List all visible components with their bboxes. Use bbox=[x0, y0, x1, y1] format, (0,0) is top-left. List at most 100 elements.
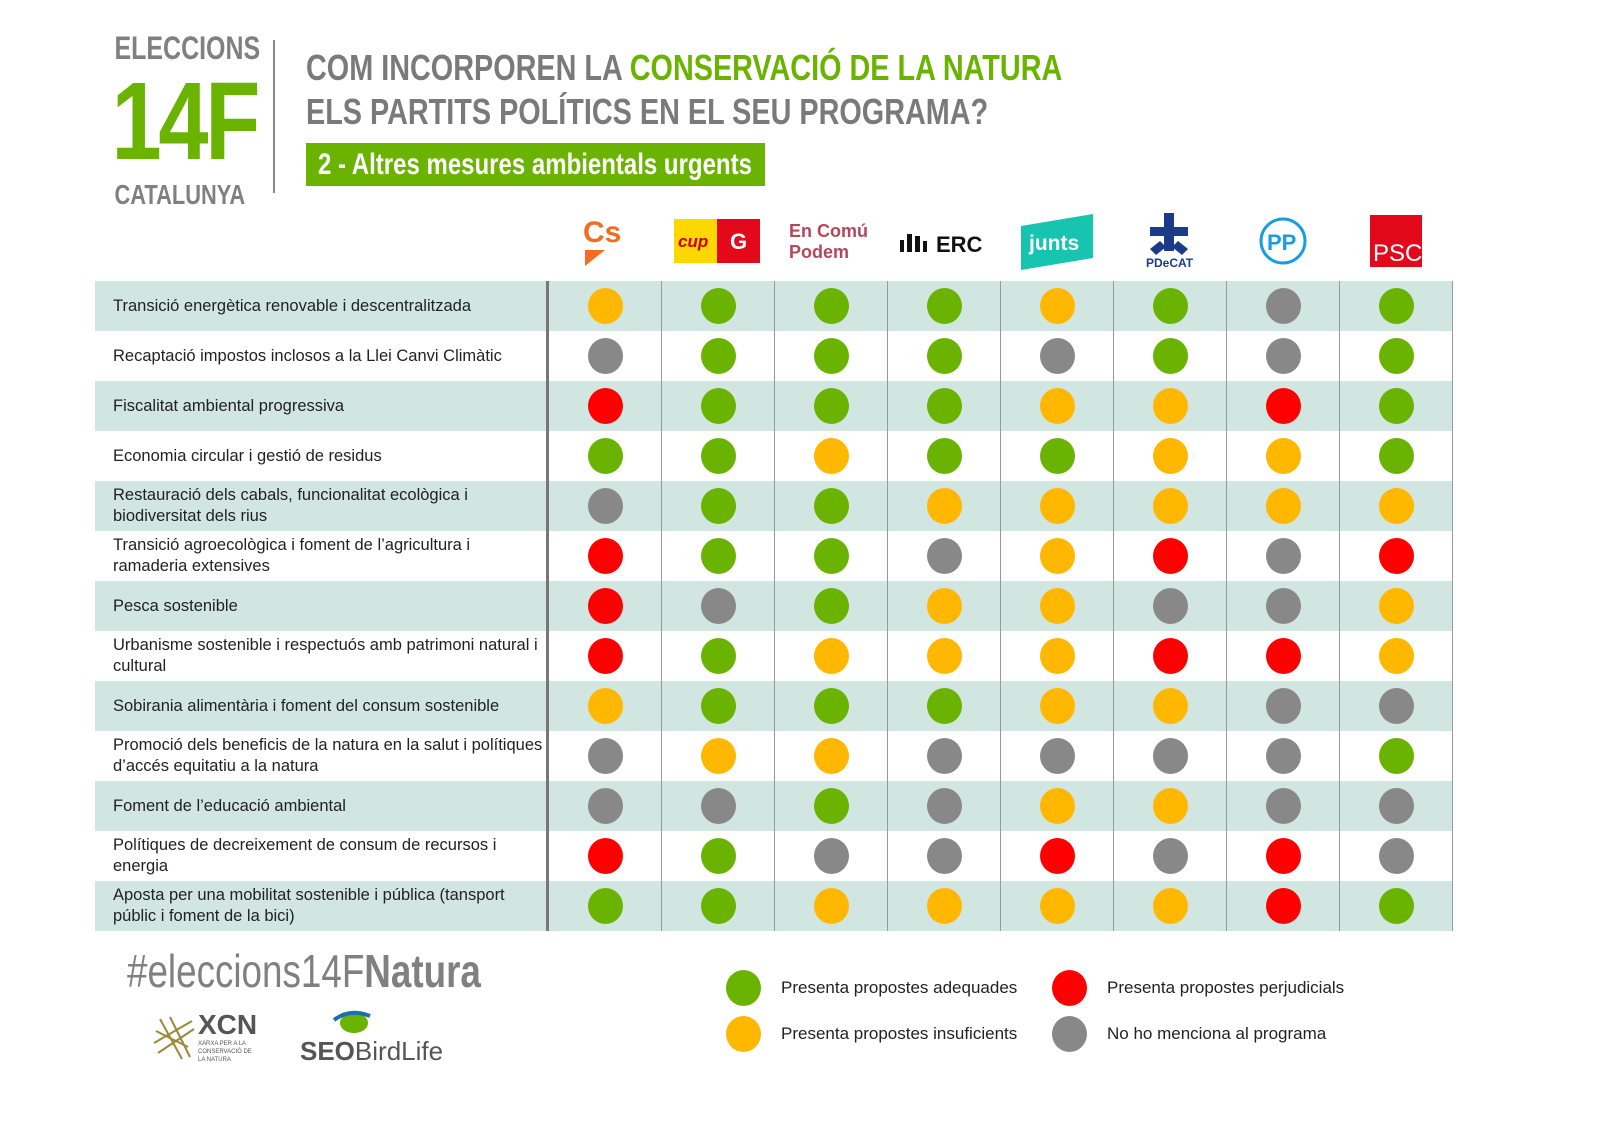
table-row: Aposta per una mobilitat sostenible i pú… bbox=[95, 881, 1453, 931]
cell-junts bbox=[1001, 681, 1114, 731]
cell-cs bbox=[549, 631, 662, 681]
cell-cs bbox=[549, 531, 662, 581]
legend-dot bbox=[726, 1016, 761, 1052]
cell-cup bbox=[662, 731, 775, 781]
status-dot-insufficient bbox=[1039, 638, 1075, 674]
status-dot-none bbox=[1378, 788, 1414, 824]
row-label: Economia circular i gestió de residus bbox=[113, 446, 382, 465]
status-dot-adequate bbox=[1152, 288, 1188, 324]
logo-pp: PP bbox=[1227, 205, 1340, 277]
cell-cup bbox=[662, 681, 775, 731]
status-dot-adequate bbox=[926, 288, 962, 324]
cell-cup bbox=[662, 581, 775, 631]
cell-en-comú-podem bbox=[775, 731, 888, 781]
status-dot-insufficient bbox=[1039, 488, 1075, 524]
row-label: Polítiques de decreixement de consum de … bbox=[113, 836, 497, 875]
status-dot-insufficient bbox=[926, 888, 962, 924]
cell-pdecat bbox=[1114, 431, 1227, 481]
hashtag-prefix: #eleccions14F bbox=[127, 945, 365, 997]
cell-erc bbox=[888, 381, 1001, 431]
status-dot-none bbox=[1265, 588, 1301, 624]
legend-item-none: No ho menciona al programa bbox=[1052, 1016, 1372, 1052]
legend-dot bbox=[726, 970, 761, 1006]
cell-pp bbox=[1227, 331, 1340, 381]
logo-cs: Cs bbox=[547, 205, 660, 277]
cell-pp bbox=[1227, 431, 1340, 481]
cell-cs bbox=[549, 281, 662, 331]
legend-item-adequate: Presenta propostes adequades bbox=[726, 970, 1052, 1006]
status-dot-insufficient bbox=[1039, 588, 1075, 624]
status-dot-adequate bbox=[1378, 388, 1414, 424]
cell-pp bbox=[1227, 631, 1340, 681]
status-dot-adequate bbox=[700, 638, 736, 674]
cell-en-comú-podem bbox=[775, 481, 888, 531]
status-dot-insufficient bbox=[813, 638, 849, 674]
title-line2: ELS PARTITS POLÍTICS EN EL SEU PROGRAMA? bbox=[306, 91, 989, 132]
logo-seo-birdlife: SEOBirdLife bbox=[300, 1008, 443, 1066]
cell-psc bbox=[1340, 631, 1453, 681]
cell-pp bbox=[1227, 731, 1340, 781]
status-dot-insufficient bbox=[1265, 488, 1301, 524]
row-label: Promoció dels beneficis de la natura en … bbox=[113, 736, 543, 775]
logo-cup: cup G bbox=[660, 205, 773, 277]
table-row: Recaptació impostos inclosos a la Llei C… bbox=[95, 331, 1453, 381]
cell-en-comú-podem bbox=[775, 831, 888, 881]
status-dot-none bbox=[587, 488, 623, 524]
row-label: Restauració dels cabals, funcionalitat e… bbox=[113, 486, 468, 525]
subtitle: 2 - Altres mesures ambientals urgents bbox=[318, 148, 752, 181]
cell-pp bbox=[1227, 831, 1340, 881]
seo-text: SEO bbox=[300, 1036, 355, 1066]
cell-pdecat bbox=[1114, 781, 1227, 831]
cell-erc bbox=[888, 481, 1001, 531]
status-dot-adequate bbox=[1378, 438, 1414, 474]
cell-psc bbox=[1340, 731, 1453, 781]
status-dot-insufficient bbox=[1039, 688, 1075, 724]
cell-cup bbox=[662, 631, 775, 681]
cell-psc bbox=[1340, 881, 1453, 931]
row-label: Sobirania alimentària i foment del consu… bbox=[113, 696, 500, 715]
subtitle-banner: 2 - Altres mesures ambientals urgents bbox=[306, 143, 765, 186]
row-label: Aposta per una mobilitat sostenible i pú… bbox=[113, 886, 505, 925]
cell-en-comú-podem bbox=[775, 681, 888, 731]
cell-pdecat bbox=[1114, 331, 1227, 381]
status-dot-none bbox=[926, 838, 962, 874]
row-label: Foment de l’educació ambiental bbox=[113, 796, 346, 815]
status-dot-adequate bbox=[587, 888, 623, 924]
table-row: Promoció dels beneficis de la natura en … bbox=[95, 731, 1453, 781]
status-dot-harmful bbox=[587, 638, 623, 674]
status-dot-none bbox=[1378, 688, 1414, 724]
cell-junts bbox=[1001, 481, 1114, 531]
status-dot-none bbox=[1378, 838, 1414, 874]
cell-erc bbox=[888, 331, 1001, 381]
row-label: Urbanisme sostenible i respectuós amb pa… bbox=[113, 636, 538, 675]
cell-junts bbox=[1001, 531, 1114, 581]
elections-brand: ELECCIONS 14F CATALUNYA bbox=[98, 30, 261, 212]
status-dot-insufficient bbox=[1378, 488, 1414, 524]
cell-junts bbox=[1001, 281, 1114, 331]
status-dot-adequate bbox=[700, 538, 736, 574]
legend-label: Presenta propostes insuficients bbox=[781, 1024, 1018, 1043]
cell-pdecat bbox=[1114, 881, 1227, 931]
status-dot-none bbox=[1039, 338, 1075, 374]
cell-pdecat bbox=[1114, 731, 1227, 781]
status-dot-adequate bbox=[926, 338, 962, 374]
status-dot-insufficient bbox=[1039, 388, 1075, 424]
cell-junts bbox=[1001, 881, 1114, 931]
cell-junts bbox=[1001, 431, 1114, 481]
table-row: Transició agroecològica i foment de l’ag… bbox=[95, 531, 1453, 581]
logo-xcn: XCN XARXA PER A LA CONSERVACIÓ DE LA NAT… bbox=[152, 1010, 258, 1064]
cell-psc bbox=[1340, 381, 1453, 431]
table-row: Fiscalitat ambiental progressiva bbox=[95, 381, 1453, 431]
status-dot-adequate bbox=[587, 438, 623, 474]
logo-junts: junts bbox=[1000, 205, 1113, 277]
svg-text:PDeCAT: PDeCAT bbox=[1146, 256, 1194, 270]
cell-psc bbox=[1340, 581, 1453, 631]
cell-psc bbox=[1340, 831, 1453, 881]
logo-pdecat: PDeCAT bbox=[1113, 205, 1226, 277]
party-logos: Cs cup G En Comú Podem ERC junts PDeCAT PP… bbox=[547, 205, 1453, 277]
status-dot-harmful bbox=[1378, 538, 1414, 574]
status-dot-insufficient bbox=[1378, 588, 1414, 624]
svg-text:cup: cup bbox=[678, 232, 708, 251]
cell-erc bbox=[888, 681, 1001, 731]
status-dot-harmful bbox=[1265, 388, 1301, 424]
